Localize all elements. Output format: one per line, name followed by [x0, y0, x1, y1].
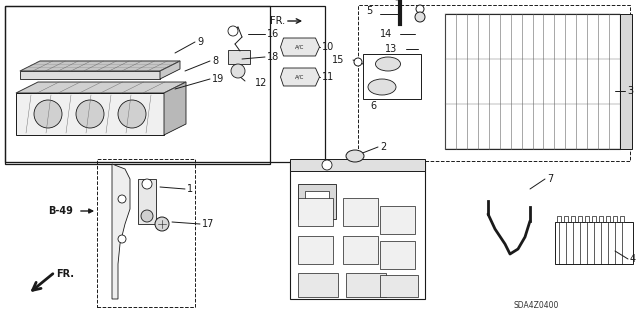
Text: B-49: B-49	[48, 206, 73, 216]
Text: 9: 9	[197, 37, 203, 47]
Bar	[228, 50, 250, 64]
Text: 11: 11	[322, 72, 334, 82]
Bar	[380, 206, 415, 234]
Ellipse shape	[118, 100, 146, 128]
Bar	[613, 216, 617, 222]
Bar	[620, 216, 624, 222]
Bar	[555, 222, 633, 264]
Bar	[343, 236, 378, 264]
Bar	[606, 216, 610, 222]
Polygon shape	[280, 38, 319, 56]
Bar	[346, 273, 386, 297]
Text: 1: 1	[187, 184, 193, 194]
Bar	[298, 184, 336, 219]
Circle shape	[322, 160, 332, 170]
Bar	[363, 54, 421, 99]
Polygon shape	[20, 61, 180, 71]
Bar	[620, 14, 632, 149]
Text: 5: 5	[365, 6, 372, 16]
Circle shape	[118, 195, 126, 203]
Circle shape	[354, 58, 362, 66]
Text: A/C: A/C	[295, 75, 305, 79]
Bar	[571, 216, 575, 222]
Bar	[305, 191, 329, 213]
Text: 2: 2	[380, 142, 387, 152]
Text: 19: 19	[212, 74, 224, 84]
Text: 17: 17	[202, 219, 214, 229]
Polygon shape	[16, 82, 186, 93]
Text: 18: 18	[267, 52, 279, 62]
Bar	[298, 198, 333, 226]
Circle shape	[228, 26, 238, 36]
Polygon shape	[280, 68, 319, 86]
Bar	[290, 159, 425, 171]
Text: 14: 14	[380, 29, 392, 39]
Text: 12: 12	[255, 78, 268, 88]
Ellipse shape	[34, 100, 62, 128]
Polygon shape	[16, 93, 164, 135]
Text: 4: 4	[630, 254, 636, 264]
Text: 16: 16	[267, 29, 279, 39]
Text: FR.: FR.	[270, 16, 285, 26]
Circle shape	[416, 5, 424, 13]
Polygon shape	[20, 71, 160, 79]
Bar	[5, 6, 270, 164]
Ellipse shape	[376, 57, 401, 71]
Text: 15: 15	[332, 55, 344, 65]
Circle shape	[142, 179, 152, 189]
Bar	[5, 6, 325, 162]
Polygon shape	[160, 61, 180, 79]
Polygon shape	[112, 164, 130, 299]
Text: FR.: FR.	[56, 269, 74, 279]
Circle shape	[231, 64, 245, 78]
Ellipse shape	[76, 100, 104, 128]
Bar	[298, 236, 333, 264]
Bar	[557, 216, 561, 222]
Bar	[578, 216, 582, 222]
Bar	[599, 216, 603, 222]
Bar	[298, 273, 338, 297]
Bar	[585, 216, 589, 222]
Text: 7: 7	[547, 174, 553, 184]
Bar	[358, 5, 630, 161]
Text: 13: 13	[385, 44, 397, 54]
Text: 6: 6	[370, 101, 376, 111]
Text: 8: 8	[212, 56, 218, 66]
Bar	[290, 161, 425, 299]
Text: SDA4Z0400: SDA4Z0400	[513, 300, 558, 309]
Bar	[138, 179, 156, 224]
Circle shape	[118, 235, 126, 243]
Bar	[380, 275, 418, 297]
Ellipse shape	[368, 79, 396, 95]
Bar	[97, 159, 195, 307]
Bar	[343, 198, 378, 226]
Polygon shape	[164, 82, 186, 135]
Circle shape	[415, 12, 425, 22]
Text: A/C: A/C	[295, 44, 305, 49]
Bar	[592, 216, 596, 222]
Bar	[380, 241, 415, 269]
Text: 10: 10	[322, 42, 334, 52]
Circle shape	[141, 210, 153, 222]
Circle shape	[155, 217, 169, 231]
Bar	[445, 14, 620, 149]
Text: 3: 3	[627, 86, 633, 96]
Bar	[564, 216, 568, 222]
Ellipse shape	[346, 150, 364, 162]
